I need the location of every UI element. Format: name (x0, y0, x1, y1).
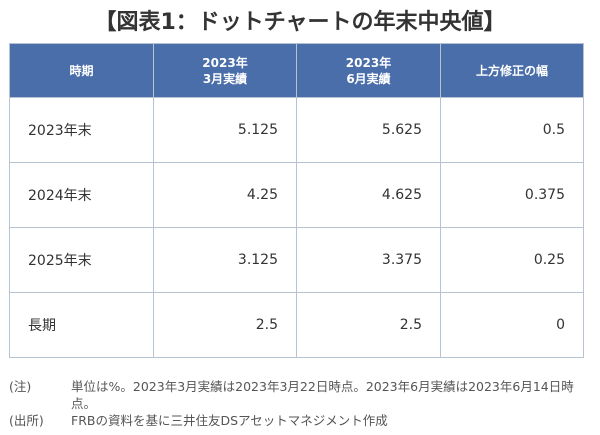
note-tag: (出所) (9, 413, 44, 428)
header-upward-revision: 上方修正の幅 (440, 43, 584, 98)
table-row: 長期 2.5 2.5 0 (9, 292, 584, 358)
cell-period: 2025年末 (9, 227, 154, 293)
cell-revision: 0 (440, 292, 584, 358)
header-june-2023-label: 2023年 6月実績 (345, 55, 392, 86)
note-text: FRBの資料を基に三井住友DSアセットマネジメント作成 (71, 413, 388, 428)
cell-june: 4.625 (296, 162, 441, 228)
header-period: 時期 (9, 43, 154, 98)
header-march-2023-label: 2023年 3月実績 (202, 55, 248, 86)
cell-period: 2024年末 (9, 162, 154, 228)
page-title: 【図表1：ドットチャートの年末中央値】 (94, 10, 506, 35)
dot-chart-median-table: 時期 2023年 3月実績 2023年 6月実績 上方修正の幅 2023年末 5.1… (9, 43, 584, 358)
cell-march: 2.5 (153, 292, 297, 358)
cell-march: 4.25 (153, 162, 297, 228)
cell-june: 3.375 (296, 227, 441, 293)
cell-revision: 0.375 (440, 162, 584, 228)
table-row: 2023年末 5.125 5.625 0.5 (9, 97, 584, 163)
header-march-2023: 2023年 3月実績 (153, 43, 297, 98)
cell-period: 長期 (9, 292, 154, 358)
table-header-row: 時期 2023年 3月実績 2023年 6月実績 上方修正の幅 (9, 43, 584, 98)
cell-revision: 0.25 (440, 227, 584, 293)
cell-revision: 0.5 (440, 97, 584, 163)
header-period-label: 時期 (69, 63, 94, 78)
header-upward-revision-label: 上方修正の幅 (475, 63, 548, 78)
note-text: 単位は%。2023年3月実績は2023年3月22日時点。2023年6月実績は20… (71, 379, 574, 411)
footnotes: (注) 単位は%。2023年3月実績は2023年3月22日時点。2023年6月実… (9, 378, 594, 429)
note-source: (出所) FRBの資料を基に三井住友DSアセットマネジメント作成 (9, 412, 594, 429)
table-row: 2024年末 4.25 4.625 0.375 (9, 162, 584, 228)
cell-june: 2.5 (296, 292, 441, 358)
cell-march: 5.125 (153, 97, 297, 163)
header-june-2023: 2023年 6月実績 (296, 43, 441, 98)
cell-period: 2023年末 (9, 97, 154, 163)
cell-june: 5.625 (296, 97, 441, 163)
note-unit: (注) 単位は%。2023年3月実績は2023年3月22日時点。2023年6月実… (9, 378, 594, 412)
table-row: 2025年末 3.125 3.375 0.25 (9, 227, 584, 293)
cell-march: 3.125 (153, 227, 297, 293)
note-tag: (注) (9, 379, 32, 394)
